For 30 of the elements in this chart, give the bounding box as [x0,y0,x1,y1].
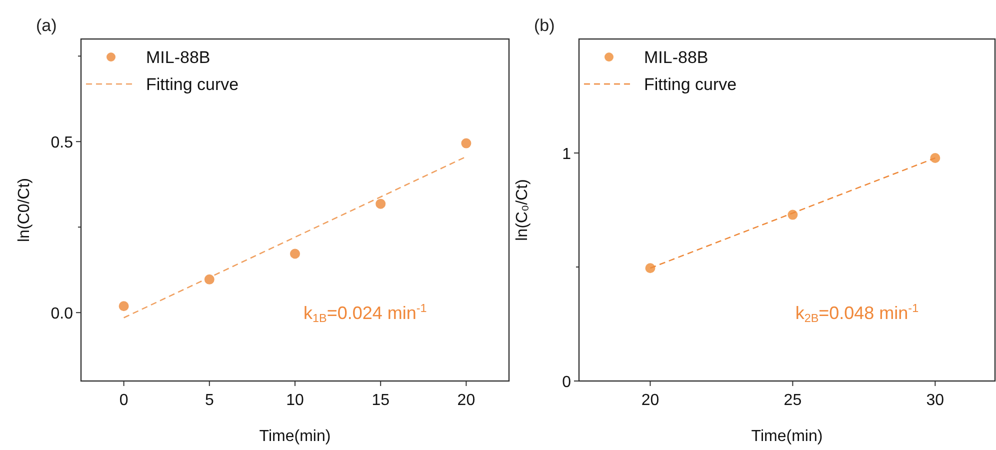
y-axis-title: ln(C0/Ct) [16,178,33,242]
point [930,153,940,164]
annotation: k$_{1B}$=0.024 min$^{-1}$ [304,302,427,325]
x-tick-label: 20 [641,392,660,409]
chart-title: (b) [534,16,555,35]
point [204,274,214,284]
x-axis-title: Time(min) [259,428,331,445]
point [645,263,656,274]
chart-title: (a) [36,16,57,35]
point [118,301,129,312]
x-tick-label: 10 [286,392,304,409]
y-tick-label: 1 [562,146,572,163]
x-tick-label: 15 [372,392,390,409]
x-tick-label: 30 [926,392,944,409]
x-tick-label: 5 [204,392,214,409]
x-tick-label: 25 [784,392,802,409]
y-tick-label: 0.5 [50,134,74,152]
x-axis-title: Time(min) [751,428,823,445]
legend-label: Fitting curve [644,75,737,94]
x-tick-label: 20 [457,392,476,409]
y-tick-label: 0.0 [50,306,74,323]
point [376,198,386,209]
legend-label: MIL-88B [644,48,708,67]
point [461,138,472,148]
legend-label: MIL-88B [146,48,210,67]
legend-label: Fitting curve [146,75,239,94]
annotation: k$_{2B}$=0.048 min$^{-1}$ [795,302,919,325]
x-tick-label: 0 [119,392,128,409]
y-axis-title: ln(C₀/Ct) [514,179,531,241]
point [290,248,300,259]
